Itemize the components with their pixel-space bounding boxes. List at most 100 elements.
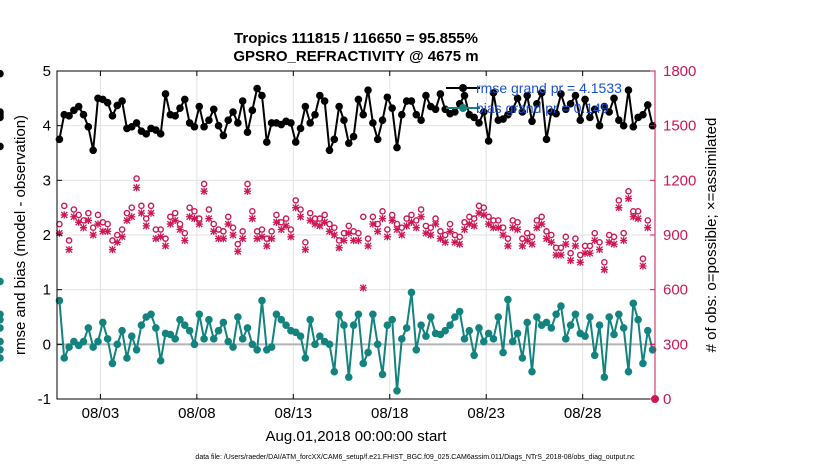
obs-assimilated-point xyxy=(567,256,575,265)
obs-assimilated-point xyxy=(75,218,83,226)
rmse-point xyxy=(518,108,527,116)
obs-assimilated-point xyxy=(253,235,261,243)
bias-point xyxy=(619,324,628,332)
bias-point xyxy=(475,324,483,332)
bias-point xyxy=(219,318,228,327)
bias-point xyxy=(595,321,604,330)
bias-point xyxy=(504,295,512,304)
obs-possible-point xyxy=(181,229,189,237)
obs-assimilated-point xyxy=(60,211,68,219)
rmse-point xyxy=(581,95,589,104)
rmse-point xyxy=(533,100,541,108)
obs-assimilated-point xyxy=(456,240,464,248)
obs-possible-point xyxy=(210,220,218,228)
bias-point xyxy=(561,335,570,343)
rmse-point xyxy=(528,117,536,126)
rmse-point xyxy=(108,112,117,120)
obs-possible-point xyxy=(249,208,256,215)
obs-possible-point xyxy=(302,238,309,246)
obs-possible-point xyxy=(128,204,136,211)
bias-point xyxy=(412,346,421,354)
obs-possible-point xyxy=(533,217,541,224)
obs-possible-point xyxy=(330,224,338,232)
obs-possible-point xyxy=(224,213,232,221)
obs-possible-point xyxy=(572,235,579,242)
y-tick-label-right: 600 xyxy=(663,282,688,299)
bias-point xyxy=(234,313,242,321)
y-tick-label-right: 300 xyxy=(663,336,688,353)
bias-point xyxy=(209,335,218,343)
obs-possible-point xyxy=(432,215,439,222)
rmse-point xyxy=(412,110,421,119)
obs-assimilated-point xyxy=(258,233,266,241)
obs-possible-point xyxy=(147,202,155,210)
rmse-point xyxy=(229,108,237,116)
bias-point xyxy=(0,346,4,354)
obs-assimilated-point xyxy=(79,224,88,232)
obs-assimilated-point xyxy=(205,215,213,223)
obs-assimilated-point xyxy=(528,240,536,248)
bias-point xyxy=(639,359,647,368)
y-tick-label-right: 1800 xyxy=(663,63,696,80)
rmse-point xyxy=(629,122,638,131)
obs-possible-point xyxy=(480,204,488,211)
legend-label: rmse grand pr = 4.1533 xyxy=(476,80,622,96)
obs-assimilated-point xyxy=(234,247,242,255)
obs-assimilated-point xyxy=(248,215,256,223)
obs-assimilated-point xyxy=(359,284,367,292)
obs-assimilated-point xyxy=(562,240,570,248)
rmse-point xyxy=(349,132,358,141)
obs-assimilated-point xyxy=(615,204,623,212)
obs-possible-point xyxy=(287,226,295,233)
rmse-point xyxy=(557,90,565,98)
rmse-point xyxy=(451,108,459,116)
obs-assimilated-point xyxy=(639,262,647,270)
bias-point xyxy=(325,340,334,349)
x-tick-label: 08/23 xyxy=(467,405,505,422)
obs-possible-point xyxy=(567,249,574,257)
bias-point xyxy=(238,335,247,343)
obs-possible-point xyxy=(355,229,362,237)
obs-assimilated-point xyxy=(571,242,580,250)
obs-assimilated-point xyxy=(55,229,64,237)
rmse-point xyxy=(364,86,372,94)
obs-assimilated-point xyxy=(224,220,232,228)
obs-assimilated-point xyxy=(272,218,281,226)
obs-assimilated-point xyxy=(552,251,560,259)
rmse-point xyxy=(89,146,97,155)
rmse-point xyxy=(388,104,396,112)
bias-point xyxy=(518,354,527,362)
y-tick-label-right: 1200 xyxy=(663,172,696,189)
obs-assimilated-point xyxy=(263,242,271,250)
obs-assimilated-point xyxy=(84,216,92,225)
bias-point xyxy=(508,337,517,346)
obs-possible-point xyxy=(601,259,608,266)
bias-point xyxy=(185,326,194,335)
obs-possible-point xyxy=(94,211,102,219)
bias-point xyxy=(301,354,310,362)
rmse-point xyxy=(417,116,425,124)
bias-point xyxy=(147,310,155,319)
obs-possible-point xyxy=(644,217,652,224)
legend-label: bias grand pr = 0.149 xyxy=(476,100,609,116)
rmse-point xyxy=(359,110,368,119)
obs-assimilated-point xyxy=(200,187,208,195)
obs-possible-point xyxy=(427,224,435,232)
bias-point xyxy=(615,310,623,319)
obs-assimilated-point xyxy=(581,249,589,257)
obs-assimilated-point xyxy=(634,215,642,223)
rmse-point xyxy=(132,119,141,127)
obs-assimilated-point xyxy=(239,235,247,243)
obs-possible-point xyxy=(393,220,401,228)
bias-point xyxy=(455,307,464,316)
bias-point xyxy=(296,332,305,340)
obs-assimilated-point xyxy=(383,233,391,241)
x-tick-label: 08/18 xyxy=(371,405,409,422)
bias-point xyxy=(103,335,112,343)
bias-point xyxy=(600,373,609,381)
rmse-point xyxy=(84,122,93,131)
bias-point xyxy=(0,315,4,324)
obs-possible-point xyxy=(65,237,73,244)
obs-assimilated-point xyxy=(306,216,314,225)
y-tick-label: 0 xyxy=(43,336,51,353)
